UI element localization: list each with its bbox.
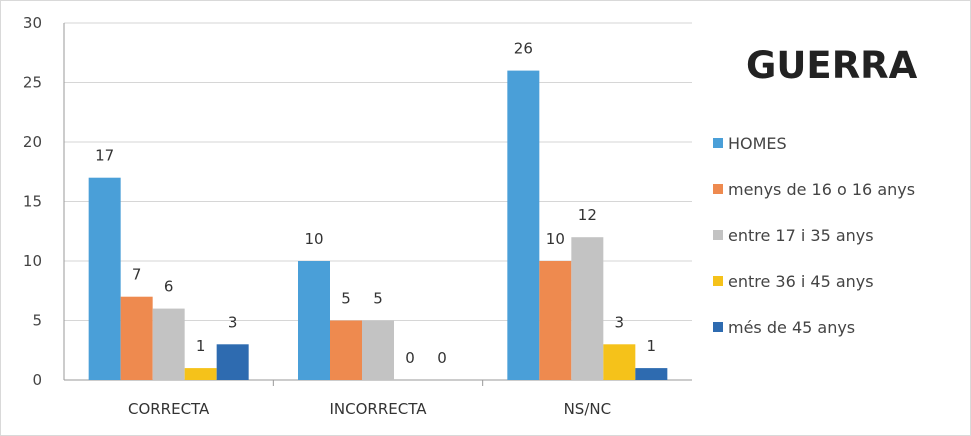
data-label: 0 bbox=[437, 349, 447, 367]
bar bbox=[571, 237, 604, 380]
y-tick-label: 15 bbox=[23, 193, 42, 211]
bar bbox=[539, 261, 572, 380]
legend-item: entre 36 i 45 anys bbox=[713, 258, 915, 304]
legend-label: entre 17 i 35 anys bbox=[728, 225, 874, 245]
bar bbox=[635, 368, 668, 380]
bar bbox=[184, 368, 217, 380]
y-tick-label: 30 bbox=[23, 14, 42, 32]
legend-item: HOMES bbox=[713, 120, 915, 166]
y-tick-label: 20 bbox=[23, 133, 42, 151]
data-label: 12 bbox=[578, 206, 597, 224]
x-category-label: CORRECTA bbox=[128, 400, 210, 418]
bar bbox=[298, 261, 330, 380]
bar bbox=[603, 344, 636, 380]
data-label: 1 bbox=[196, 337, 206, 355]
bar bbox=[362, 320, 394, 380]
data-label: 6 bbox=[164, 278, 174, 296]
x-category-label: NS/NC bbox=[564, 400, 612, 418]
legend-label: menys de 16 o 16 anys bbox=[728, 179, 916, 199]
legend-item: entre 17 i 35 anys bbox=[713, 212, 915, 258]
y-tick-label: 25 bbox=[23, 74, 42, 92]
data-label: 5 bbox=[373, 290, 383, 308]
chart-title: GUERRA bbox=[746, 44, 918, 87]
y-tick-label: 5 bbox=[32, 312, 42, 330]
bar bbox=[507, 70, 540, 380]
data-label: 1 bbox=[647, 337, 657, 355]
legend-swatch bbox=[713, 184, 723, 194]
data-label: 10 bbox=[304, 230, 323, 248]
data-label: 7 bbox=[132, 266, 142, 284]
y-tick-label: 0 bbox=[32, 371, 42, 389]
y-tick-label: 10 bbox=[23, 252, 42, 270]
data-label: 5 bbox=[341, 290, 351, 308]
bar bbox=[88, 177, 121, 380]
bar bbox=[330, 320, 362, 380]
legend-label: més de 45 anys bbox=[728, 317, 856, 337]
legend-item: menys de 16 o 16 anys bbox=[713, 166, 915, 212]
legend-item: més de 45 anys bbox=[713, 304, 915, 350]
bar bbox=[120, 296, 153, 380]
data-label: 0 bbox=[405, 349, 415, 367]
data-label: 17 bbox=[95, 147, 114, 165]
x-category-label: INCORRECTA bbox=[330, 400, 428, 418]
legend-swatch bbox=[713, 322, 723, 332]
legend-swatch bbox=[713, 276, 723, 286]
legend-swatch bbox=[713, 230, 723, 240]
legend-label: entre 36 i 45 anys bbox=[728, 271, 874, 291]
data-label: 3 bbox=[615, 313, 625, 331]
bar bbox=[216, 344, 249, 380]
legend: HOMES menys de 16 o 16 anys entre 17 i 35 … bbox=[713, 120, 915, 350]
legend-label: HOMES bbox=[728, 133, 787, 153]
legend-swatch bbox=[713, 138, 723, 148]
data-label: 3 bbox=[228, 313, 238, 331]
data-label: 10 bbox=[546, 230, 565, 248]
bar bbox=[152, 308, 185, 380]
data-label: 26 bbox=[514, 40, 533, 58]
